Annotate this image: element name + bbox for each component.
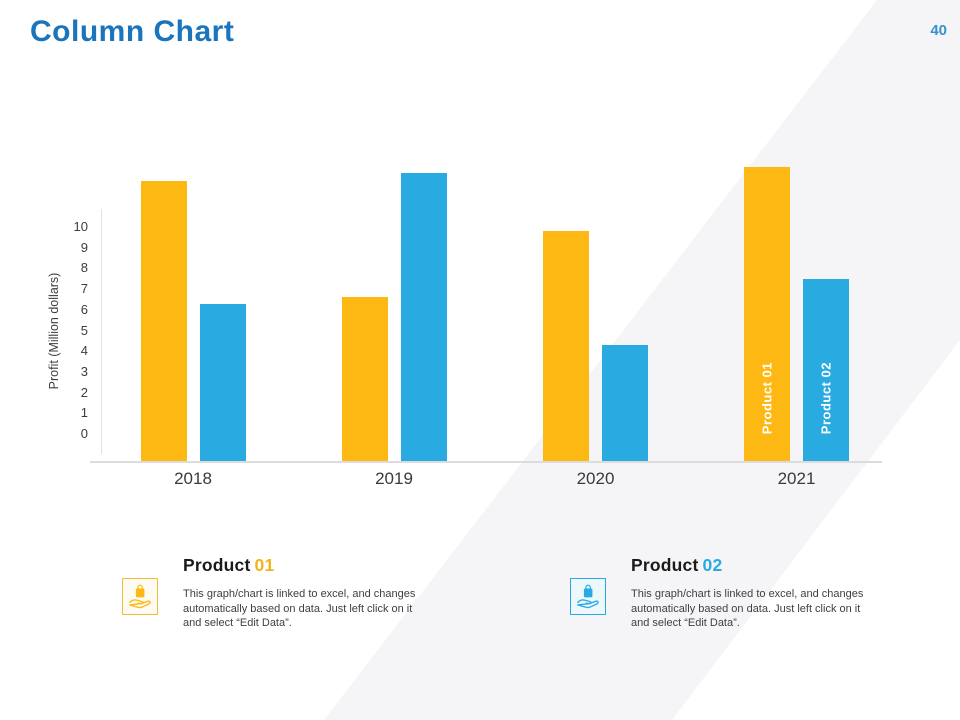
legend-icon-box <box>570 578 606 615</box>
y-tick-label: 6 <box>80 301 88 317</box>
x-axis-category-label: 2021 <box>777 469 816 488</box>
bar-product-01-2021: Product 01 <box>744 166 790 461</box>
in-bar-series-label: Product 01 <box>759 361 775 434</box>
hand-holding-bag-icon <box>129 584 151 608</box>
y-tick-label: 9 <box>80 239 88 255</box>
y-tick-label: 3 <box>80 363 88 379</box>
legend-title-main: Product <box>183 555 251 575</box>
y-tick-label: 10 <box>73 219 88 234</box>
legend-title: Product 01 <box>183 555 443 576</box>
plot-area: 2018 2019 2020 Product 01 Product 02 2021 10 9 8… <box>0 120 960 520</box>
page-title: Column Chart <box>30 15 235 48</box>
x-axis-category-label: 2018 <box>174 469 212 488</box>
y-axis-line <box>101 209 102 454</box>
bar-product-02-2019 <box>400 173 447 461</box>
legend-title: Product 02 <box>631 555 891 576</box>
legend-title-main: Product <box>631 555 699 575</box>
bar-product-02-2021: Product 02 <box>803 278 849 461</box>
y-tick-label: 2 <box>80 384 88 400</box>
y-tick-label: 8 <box>80 260 88 276</box>
y-tick-label: 0 <box>80 426 88 441</box>
x-axis-category-label: 2020 <box>576 469 615 488</box>
x-axis-baseline <box>90 461 882 463</box>
bar-product-01-2020 <box>543 231 589 461</box>
y-tick-label: 1 <box>80 405 88 421</box>
bar-product-01-2019 <box>341 297 388 461</box>
legend-description: This graph/chart is linked to excel, and… <box>183 588 416 630</box>
bar-product-01-2018 <box>140 181 187 461</box>
bar-product-02-2020 <box>602 344 648 461</box>
y-tick-label: 5 <box>80 322 88 338</box>
bar-product-02-2018 <box>199 303 246 461</box>
in-bar-series-label: Product 02 <box>818 361 834 434</box>
y-tick-label: 7 <box>80 281 88 297</box>
page-number: 40 <box>930 22 947 39</box>
x-axis-category-label: 2019 <box>375 469 413 488</box>
hand-holding-bag-icon <box>577 584 599 608</box>
column-chart-object[interactable]: Profit (Million dollars) 2018 2019 2020 Pro… <box>0 120 960 520</box>
legend-description: This graph/chart is linked to excel, and… <box>631 588 864 630</box>
y-tick-label: 4 <box>80 343 88 359</box>
legend-title-number: 01 <box>254 555 275 575</box>
legend-title-number: 02 <box>702 555 723 575</box>
legend-icon-box <box>122 578 158 615</box>
